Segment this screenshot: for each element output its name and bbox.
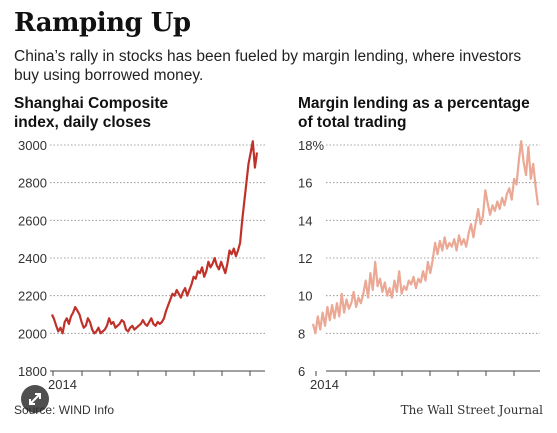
x-axis-label: 2014 (310, 377, 339, 392)
chart-subtitle: China’s rally in stocks has been fueled … (14, 48, 522, 84)
y-tick-label: 2400 (18, 251, 47, 266)
y-tick-label: 2600 (18, 213, 47, 228)
series-line (311, 140, 540, 335)
y-tick-label: 2200 (18, 289, 47, 304)
y-tick-label: 2800 (18, 176, 47, 191)
expand-button[interactable] (21, 385, 49, 413)
y-tick-label: 12 (298, 251, 312, 266)
y-tick-label: 6 (298, 364, 305, 379)
y-tick-label: 3000 (18, 138, 47, 153)
chart-title: Ramping Up (14, 8, 191, 38)
expand-arrows-icon (29, 393, 41, 405)
y-tick-label: 8 (298, 326, 305, 341)
y-tick-label: 2000 (18, 326, 47, 341)
right-panel-title: Margin lending as a percentage of total … (298, 95, 530, 131)
y-tick-label: 16 (298, 176, 312, 191)
y-tick-label: 10 (298, 289, 312, 304)
credit-note: The Wall Street Journal (400, 403, 543, 417)
y-tick-label: 1800 (18, 364, 47, 379)
x-axis-label: 2014 (48, 377, 77, 392)
y-tick-label: 14 (298, 213, 312, 228)
left-panel-title: Shanghai Composite index, daily closes (14, 95, 169, 131)
series-line (50, 140, 259, 335)
y-tick-label: 18% (298, 138, 324, 153)
